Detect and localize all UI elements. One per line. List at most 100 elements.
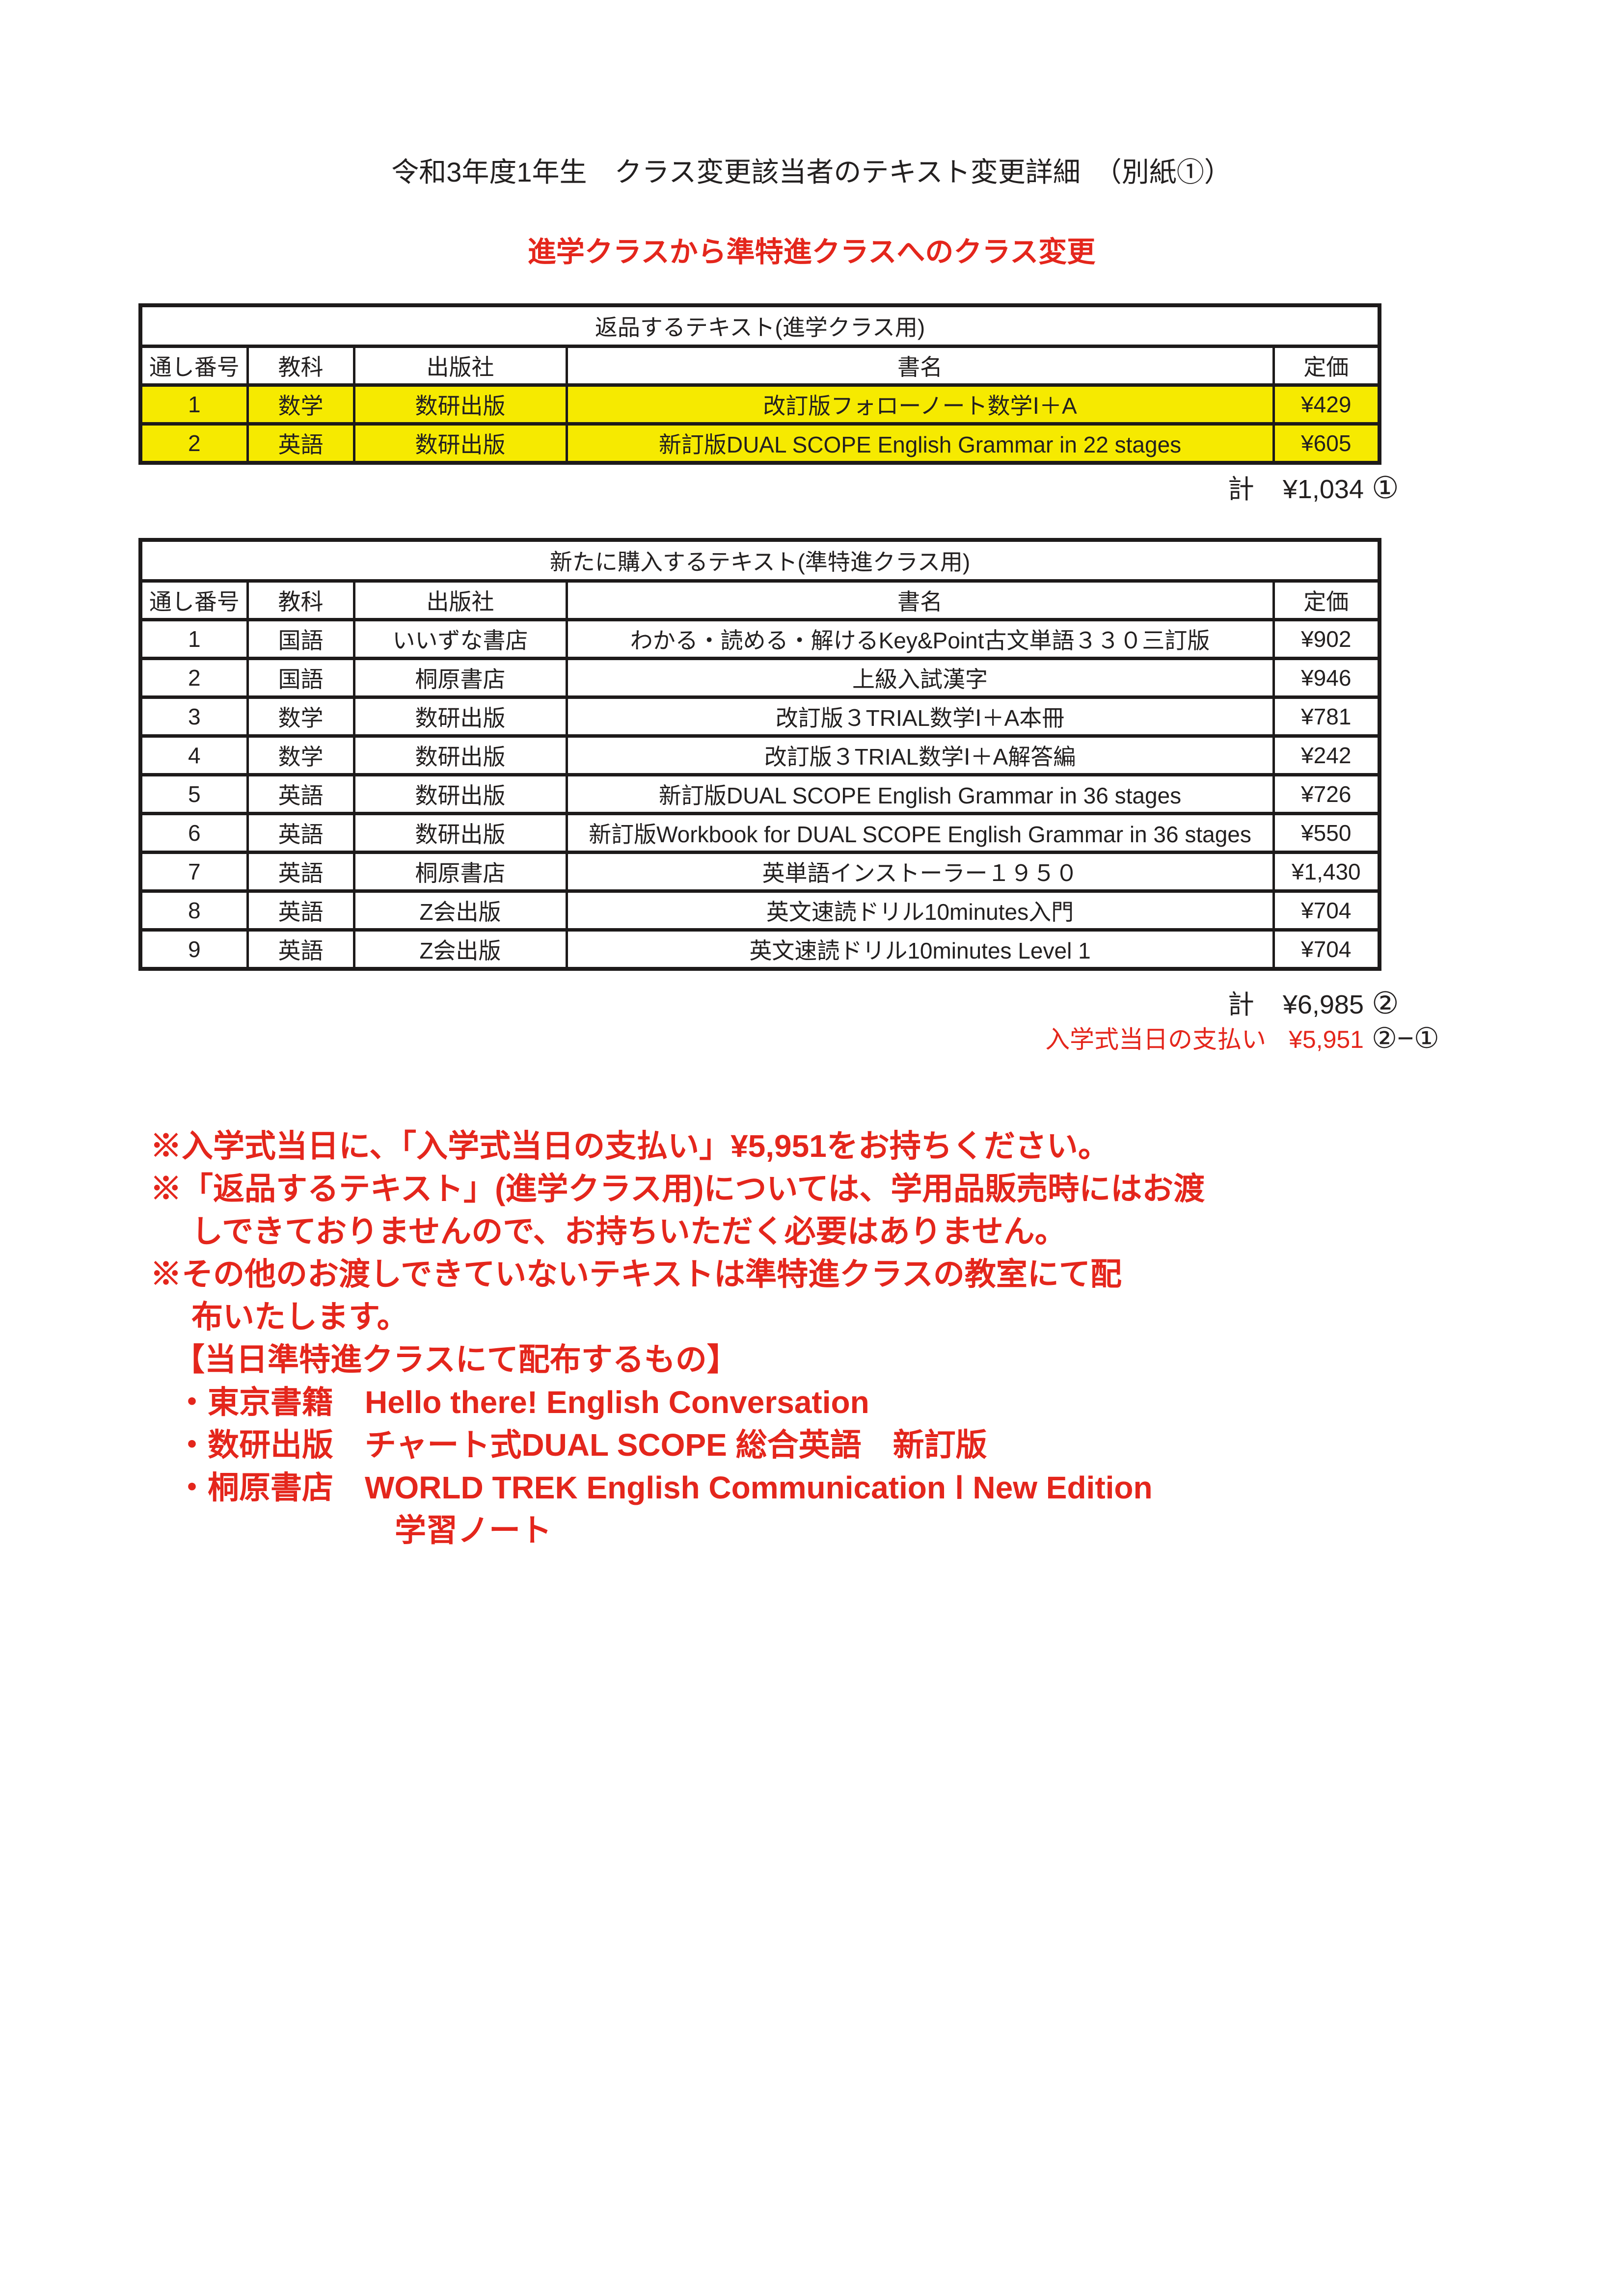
cell-subject: 英語 — [246, 422, 355, 465]
cell-price: ¥242 — [1272, 734, 1381, 776]
cell-price: ¥704 — [1272, 889, 1381, 932]
cell-price: ¥1,430 — [1272, 851, 1381, 893]
table-row: 1 数学 数研出版 改訂版フォローノート数学Ⅰ＋A ¥429 — [139, 383, 1381, 426]
column-header: 出版社 — [352, 579, 568, 621]
cell-publisher: Z会出版 — [352, 889, 568, 932]
table-new-purchase-textbooks: 新たに購入するテキスト(準特進クラス用) 通し番号 教科 出版社 書名 定価 1 国語 いい… — [138, 538, 1382, 971]
cell-subject: 数学 — [246, 734, 355, 776]
note-line: ・数研出版 チャート式DUAL SCOPE 総合英語 新訂版 — [176, 1427, 987, 1463]
cell-no: 3 — [139, 695, 249, 738]
cell-no: 2 — [139, 657, 249, 699]
column-header: 出版社 — [352, 345, 568, 387]
cell-publisher: 数研出版 — [352, 812, 568, 854]
table-return-textbooks: 返品するテキスト(進学クラス用) 通し番号 教科 出版社 書名 定価 1 数学 数研出版 改訂… — [138, 303, 1382, 465]
table-title: 返品するテキスト(進学クラス用) — [139, 303, 1381, 348]
cell-publisher: 数研出版 — [352, 383, 568, 426]
cell-subject: 英語 — [246, 889, 355, 932]
table-row: 2 英語 数研出版 新訂版DUAL SCOPE English Grammar in … — [139, 422, 1381, 465]
cell-title: 英単語インストーラー１９５０ — [565, 851, 1275, 893]
cell-publisher: 桐原書店 — [352, 657, 568, 699]
page-title: 令和3年度1年生 クラス変更該当者のテキスト変更詳細 （別紙①） — [391, 157, 1232, 187]
cell-subject: 数学 — [246, 383, 355, 426]
cell-price: ¥429 — [1272, 383, 1381, 426]
cell-publisher: 数研出版 — [352, 422, 568, 465]
cell-title: 上級入試漢字 — [565, 657, 1275, 699]
table-title-row: 新たに購入するテキスト(準特進クラス用) — [139, 538, 1381, 583]
purchase-total-line: 計 ¥6,985 ② — [138, 983, 1456, 1021]
cell-subject: 英語 — [246, 928, 355, 971]
cell-no: 9 — [139, 928, 249, 971]
cell-title: 新訂版Workbook for DUAL SCOPE English Gramm… — [565, 812, 1275, 854]
column-header: 教科 — [246, 345, 355, 387]
total-label: 計 — [1227, 990, 1254, 1019]
column-header: 書名 — [565, 345, 1275, 387]
cell-no: 4 — [139, 734, 249, 776]
cell-title: 英文速読ドリル10minutes Level 1 — [565, 928, 1275, 971]
cell-title: わかる・読める・解けるKey&Point古文単語３３０三訂版 — [565, 618, 1275, 660]
payment-value: ¥5,951 — [1289, 1026, 1364, 1053]
total-value: ¥6,985 — [1282, 990, 1364, 1019]
cell-price: ¥726 — [1272, 773, 1381, 815]
note-line: 布いたします。 — [191, 1299, 408, 1335]
cell-title: 改訂版３TRIAL数学Ⅰ＋A解答編 — [565, 734, 1275, 776]
cell-subject: 英語 — [246, 851, 355, 893]
column-header: 教科 — [246, 579, 355, 621]
total-label: 計 — [1227, 475, 1254, 504]
cell-no: 5 — [139, 773, 249, 815]
circled-number-mark: ① — [1372, 471, 1399, 505]
column-header: 通し番号 — [139, 579, 249, 621]
table-row: 5 英語 数研出版 新訂版DUAL SCOPE English Grammar in … — [139, 773, 1381, 815]
column-header: 書名 — [565, 579, 1275, 621]
cell-no: 7 — [139, 851, 249, 893]
cell-no: 2 — [139, 422, 249, 465]
table-row: 6 英語 数研出版 新訂版Workbook for DUAL SCOPE Englis… — [139, 812, 1381, 854]
table-header-row: 通し番号 教科 出版社 書名 定価 — [139, 345, 1381, 387]
cell-title: 英文速読ドリル10minutes入門 — [565, 889, 1275, 932]
note-line: ・桐原書店 WORLD TREK English Communication Ⅰ… — [176, 1470, 1153, 1505]
note-line: 学習ノート — [395, 1513, 552, 1548]
total-value: ¥1,034 — [1282, 475, 1364, 504]
note-line: ・東京書籍 Hello there! English Conversation — [176, 1385, 869, 1420]
column-header: 定価 — [1272, 345, 1381, 387]
table-row: 3 数学 数研出版 改訂版３TRIAL数学Ⅰ＋A本冊 ¥781 — [139, 695, 1381, 738]
cell-title: 新訂版DUAL SCOPE English Grammar in 22 stag… — [565, 422, 1275, 465]
note-line: ※「返品するテキスト」(進学クラス用)については、学用品販売時にはお渡 — [150, 1171, 1205, 1206]
table-header-row: 通し番号 教科 出版社 書名 定価 — [139, 579, 1381, 621]
return-total-line: 計 ¥1,034 ① — [138, 467, 1456, 506]
cell-price: ¥902 — [1272, 618, 1381, 660]
cell-subject: 英語 — [246, 812, 355, 854]
cell-price: ¥605 — [1272, 422, 1381, 465]
cell-publisher: Z会出版 — [352, 928, 568, 971]
table-row: 9 英語 Z会出版 英文速読ドリル10minutes Level 1 ¥704 — [139, 928, 1381, 971]
cell-price: ¥550 — [1272, 812, 1381, 854]
note-line: ※入学式当日に、「入学式当日の支払い」¥5,951をお持ちください。 — [150, 1128, 1109, 1164]
circled-number-formula: ②−① — [1372, 1022, 1439, 1054]
cell-publisher: いいずな書店 — [352, 618, 568, 660]
cell-no: 1 — [139, 383, 249, 426]
circled-number-mark: ② — [1372, 987, 1399, 1020]
cell-title: 改訂版フォローノート数学Ⅰ＋A — [565, 383, 1275, 426]
cell-subject: 国語 — [246, 657, 355, 699]
table-row: 8 英語 Z会出版 英文速読ドリル10minutes入門 ¥704 — [139, 889, 1381, 932]
cell-price: ¥781 — [1272, 695, 1381, 738]
cell-price: ¥946 — [1272, 657, 1381, 699]
payment-due-line: 入学式当日の支払い ¥5,951 ②−① — [138, 1020, 1456, 1055]
cell-title: 新訂版DUAL SCOPE English Grammar in 36 stag… — [565, 773, 1275, 815]
notes-block: ※入学式当日に、「入学式当日の支払い」¥5,951をお持ちください。 ※「返品する… — [150, 1125, 1594, 1552]
note-line: しできておりませんので、お持ちいただく必要はありません。 — [191, 1214, 1066, 1249]
cell-title: 改訂版３TRIAL数学Ⅰ＋A本冊 — [565, 695, 1275, 738]
note-line: 【当日準特進クラスにて配布するもの】 — [173, 1342, 738, 1377]
table-title: 新たに購入するテキスト(準特進クラス用) — [139, 538, 1381, 583]
cell-price: ¥704 — [1272, 928, 1381, 971]
cell-publisher: 数研出版 — [352, 773, 568, 815]
note-line: ※その他のお渡しできていないテキストは準特進クラスの教室にて配 — [150, 1256, 1122, 1292]
cell-subject: 国語 — [246, 618, 355, 660]
table-row: 4 数学 数研出版 改訂版３TRIAL数学Ⅰ＋A解答編 ¥242 — [139, 734, 1381, 776]
column-header: 定価 — [1272, 579, 1381, 621]
payment-label: 入学式当日の支払い — [1045, 1026, 1267, 1053]
table-row: 7 英語 桐原書店 英単語インストーラー１９５０ ¥1,430 — [139, 851, 1381, 893]
table-row: 1 国語 いいずな書店 わかる・読める・解けるKey&Point古文単語３３０三訂版 ¥… — [139, 618, 1381, 660]
cell-no: 6 — [139, 812, 249, 854]
cell-no: 8 — [139, 889, 249, 932]
